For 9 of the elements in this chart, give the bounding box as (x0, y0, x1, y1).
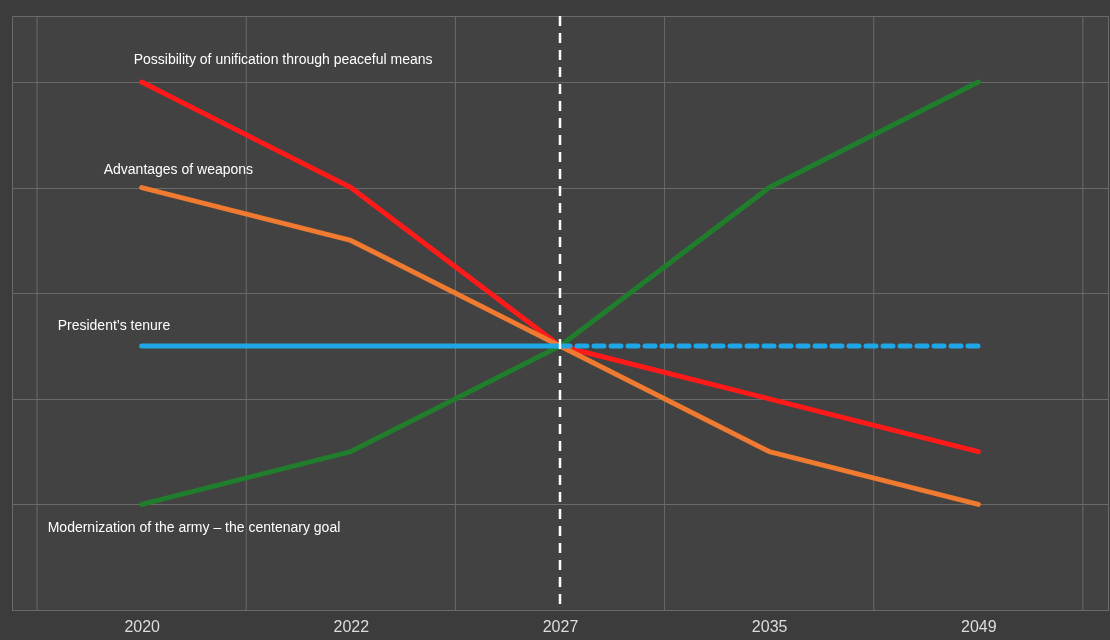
x-tick-label: 2049 (961, 617, 997, 635)
series-label: Possibility of unification through peaceful means (133, 51, 433, 67)
text: Modernization of the army – the centenary goal (47, 519, 341, 536)
x-tick-label: 2022 (333, 617, 370, 635)
x-tick-label: 2035 (751, 617, 788, 635)
series-label: President’s tenure (57, 317, 171, 333)
series-label: Advantages of weapons (103, 160, 254, 177)
x-tick-label: 2027 (542, 617, 579, 635)
x-tick-label: 2020 (124, 617, 161, 635)
